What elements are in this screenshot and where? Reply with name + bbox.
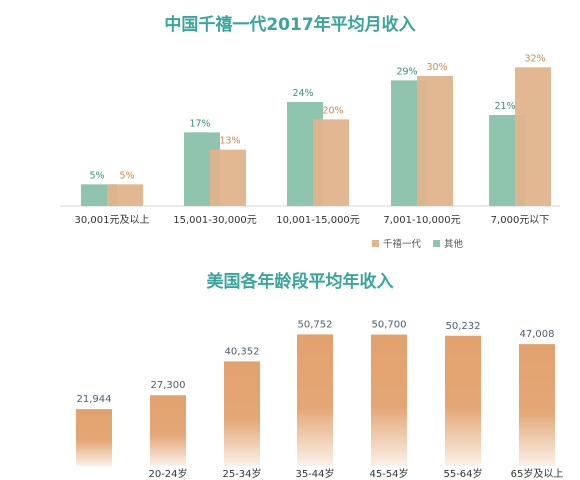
us-x-tick-label-3: 35-44岁	[295, 467, 334, 480]
us-bar-2	[224, 361, 260, 466]
us-data-label-2: 40,352	[225, 346, 260, 357]
data-label-other-0: 5%	[89, 170, 104, 181]
us-bar-3	[297, 334, 333, 466]
us-data-label-1: 27,300	[151, 380, 186, 391]
x-tick-label-3: 7,001-10,000元	[383, 215, 460, 226]
legend-swatch-millennial	[372, 240, 379, 247]
us-bar-4	[371, 334, 407, 466]
us-bar-6	[519, 344, 555, 466]
x-tick-label-2: 10,001-15,000元	[276, 215, 360, 226]
us-data-label-4: 50,700	[372, 320, 407, 331]
data-label-other-2: 24%	[292, 88, 313, 99]
data-label-other-4: 21%	[494, 101, 515, 112]
legend-label-millennial: 千禧一代	[383, 238, 422, 250]
bar-millennial-1	[210, 149, 246, 206]
us-bar-0	[76, 409, 112, 466]
us-bar-1	[150, 395, 186, 466]
x-tick-label-0: 30,001元及以上	[75, 214, 150, 226]
bar-millennial-4	[515, 67, 551, 206]
data-label-other-1: 17%	[189, 118, 210, 129]
chart2-title: 美国各年龄段平均年收入	[207, 271, 394, 292]
us-data-label-5: 50,232	[446, 321, 481, 332]
bar-millennial-2	[313, 119, 349, 206]
legend-swatch-other	[433, 240, 440, 247]
us-x-tick-label-4: 45-54岁	[369, 467, 408, 480]
data-label-millennial-2: 20%	[322, 105, 343, 116]
us-data-label-3: 50,752	[298, 319, 333, 330]
legend-label-other: 其他	[444, 238, 464, 250]
x-tick-label-4: 7,000元以下	[491, 215, 550, 226]
data-label-other-3: 29%	[396, 66, 417, 77]
us-x-tick-label-6: 65岁及以上	[511, 467, 564, 480]
us-x-tick-label-2: 25-34岁	[222, 467, 261, 480]
us-data-label-0: 21,944	[77, 394, 112, 405]
data-label-millennial-3: 30%	[426, 62, 447, 73]
chart1-title: 中国千禧一代2017年平均月收入	[164, 14, 415, 35]
bar-millennial-0	[107, 184, 143, 206]
bar-millennial-3	[417, 76, 453, 206]
us-x-tick-label-5: 55-64岁	[443, 467, 482, 480]
chart1-legend: 千禧一代 其他	[372, 238, 464, 250]
x-tick-label-1: 15,001-30,000元	[173, 215, 257, 226]
us-x-tick-label-1: 20-24岁	[148, 467, 187, 480]
us-bar-5	[445, 335, 481, 466]
data-label-millennial-1: 13%	[219, 136, 240, 147]
data-label-millennial-0: 5%	[119, 170, 134, 181]
us-data-label-6: 47,008	[520, 329, 555, 340]
data-label-millennial-4: 32%	[524, 53, 545, 64]
